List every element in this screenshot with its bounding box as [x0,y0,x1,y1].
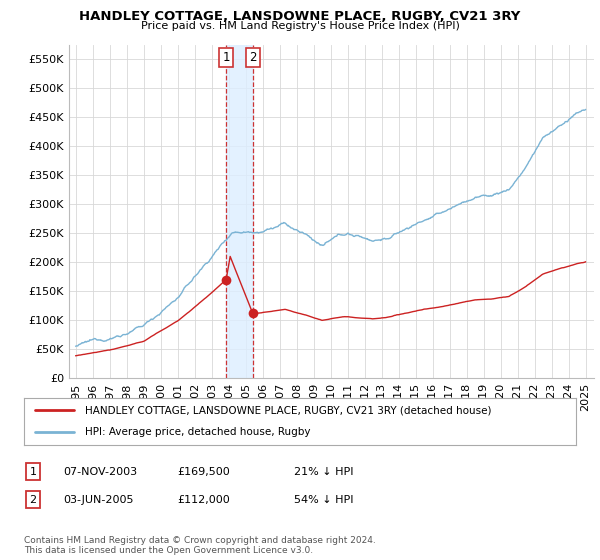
Text: 03-JUN-2005: 03-JUN-2005 [63,494,133,505]
Text: HANDLEY COTTAGE, LANSDOWNE PLACE, RUGBY, CV21 3RY: HANDLEY COTTAGE, LANSDOWNE PLACE, RUGBY,… [79,10,521,23]
Text: 2: 2 [29,494,37,505]
Text: 07-NOV-2003: 07-NOV-2003 [63,466,137,477]
Text: 1: 1 [223,51,230,64]
Text: HANDLEY COTTAGE, LANSDOWNE PLACE, RUGBY, CV21 3RY (detached house): HANDLEY COTTAGE, LANSDOWNE PLACE, RUGBY,… [85,405,491,416]
Text: Price paid vs. HM Land Registry's House Price Index (HPI): Price paid vs. HM Land Registry's House … [140,21,460,31]
Text: Contains HM Land Registry data © Crown copyright and database right 2024.
This d: Contains HM Land Registry data © Crown c… [24,536,376,556]
Text: £169,500: £169,500 [177,466,230,477]
Text: 54% ↓ HPI: 54% ↓ HPI [294,494,353,505]
Text: £112,000: £112,000 [177,494,230,505]
Text: HPI: Average price, detached house, Rugby: HPI: Average price, detached house, Rugb… [85,427,310,437]
Text: 1: 1 [29,466,37,477]
Text: 2: 2 [249,51,257,64]
Bar [226,45,253,378]
Text: 21% ↓ HPI: 21% ↓ HPI [294,466,353,477]
